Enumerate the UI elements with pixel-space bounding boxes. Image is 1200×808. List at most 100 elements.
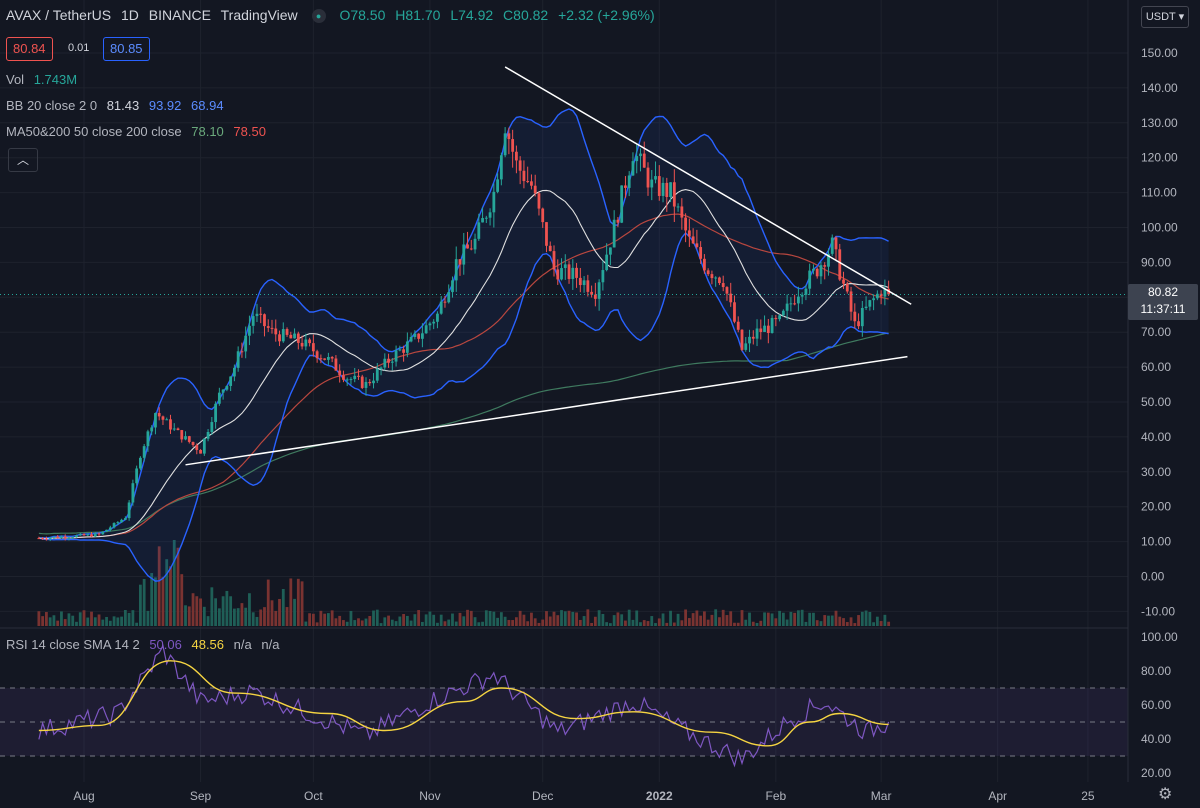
volume-bar (105, 616, 108, 626)
candle-body (484, 217, 488, 219)
candle-body (857, 321, 860, 327)
volume-bar (120, 616, 123, 626)
candle-body (210, 422, 214, 432)
candle-body (830, 237, 834, 254)
x-tick-label: Dec (532, 789, 553, 803)
candle-body (394, 350, 398, 362)
volume-bar (315, 622, 319, 626)
candle-body (725, 287, 729, 294)
volume-bar (225, 590, 229, 626)
volume-bar (699, 615, 703, 626)
interval[interactable]: 1D (120, 7, 139, 23)
volume-bar (466, 609, 469, 626)
candle-body (191, 441, 195, 445)
volume-bar (443, 621, 447, 626)
candle-body (315, 351, 319, 359)
candle-body (496, 179, 499, 192)
volume-bar (311, 613, 315, 626)
volume-label: Vol (6, 72, 25, 87)
candle-body (590, 291, 593, 295)
volume-bar (424, 614, 428, 626)
volume-bar (266, 579, 270, 626)
y-tick-label: 20.00 (1141, 500, 1171, 514)
collapse-legend-button[interactable]: ︿ (8, 148, 38, 172)
candle-body (353, 375, 357, 380)
volume-bar (646, 621, 650, 626)
candle-body (838, 249, 842, 280)
currency-selector[interactable]: USDT ▾ (1141, 6, 1189, 28)
volume-bar (349, 610, 353, 626)
volume-bar (740, 610, 744, 626)
low-value: L74.92 (450, 7, 494, 23)
volume-bar (184, 605, 187, 626)
ma-label: MA50&200 50 close 200 close (6, 124, 182, 139)
bollinger-band-fill (38, 109, 889, 582)
volume-bar (259, 609, 263, 626)
volume-bar (221, 596, 225, 626)
volume-bar (195, 596, 199, 626)
candle-body (740, 329, 744, 350)
indicator-lines (38, 108, 889, 582)
candle-body (436, 313, 439, 322)
volume-bar (240, 603, 244, 626)
candle-body (646, 167, 650, 188)
volume-bar (624, 620, 627, 626)
chevron-up-icon: ︿ (16, 153, 29, 167)
x-tick-label: Aug (73, 789, 94, 803)
candle-body (834, 237, 838, 250)
volume-bar (763, 612, 766, 626)
candle-body (387, 358, 390, 363)
candle-body (150, 427, 154, 432)
x-tick-label: Apr (988, 789, 1007, 803)
candle-body (300, 342, 304, 347)
candle-body (330, 356, 334, 359)
y-tick-label: 30.00 (1141, 465, 1171, 479)
candle-body (240, 351, 244, 353)
volume-bar (560, 610, 563, 626)
candle-body (563, 264, 567, 269)
x-tick-label: 25 (1081, 789, 1095, 803)
candle-body (864, 306, 868, 308)
volume-bar (150, 573, 154, 626)
volume-bar (654, 623, 657, 626)
volume-bar (296, 578, 300, 626)
candle-body (609, 247, 612, 255)
candle-body (127, 502, 131, 519)
volume-bar (379, 623, 383, 626)
candle-body (432, 321, 436, 324)
volume-bar (360, 620, 364, 626)
candle-body (135, 468, 139, 484)
volume-bar (63, 619, 67, 626)
gear-icon[interactable]: ⚙ (1158, 786, 1173, 803)
volume-bar (823, 615, 827, 626)
buy-button[interactable]: 80.85 (103, 37, 150, 61)
candle-body (285, 329, 289, 335)
sell-button[interactable]: 80.84 (6, 37, 53, 61)
volume-bar (165, 559, 169, 626)
candle-body (398, 349, 402, 351)
candle-body (142, 446, 146, 458)
volume-bar (853, 623, 857, 626)
candle-body (507, 133, 511, 140)
volume-bar (135, 622, 139, 626)
volume-bar (875, 616, 879, 626)
volume-bar (293, 598, 296, 626)
volume-bar (620, 614, 624, 626)
candle-body (657, 176, 661, 196)
volume-bar (330, 610, 334, 626)
candle-body (511, 139, 515, 152)
volume-bar (721, 609, 725, 626)
symbol-name[interactable]: AVAX / TetherUS (6, 7, 112, 23)
candle-body (199, 449, 202, 454)
volume-bar (537, 622, 541, 626)
trendlines (0, 66, 1128, 466)
ma-legend: MA50&200 50 close 200 close 78.10 78.50 (6, 124, 272, 139)
candle-body (372, 380, 375, 384)
bb-legend: BB 20 close 2 0 81.43 93.92 68.94 (6, 98, 230, 113)
candle-body (789, 303, 793, 305)
candle-body (781, 310, 785, 316)
candle-body (601, 270, 605, 283)
candle-body (552, 251, 556, 270)
candle-body (631, 161, 635, 176)
